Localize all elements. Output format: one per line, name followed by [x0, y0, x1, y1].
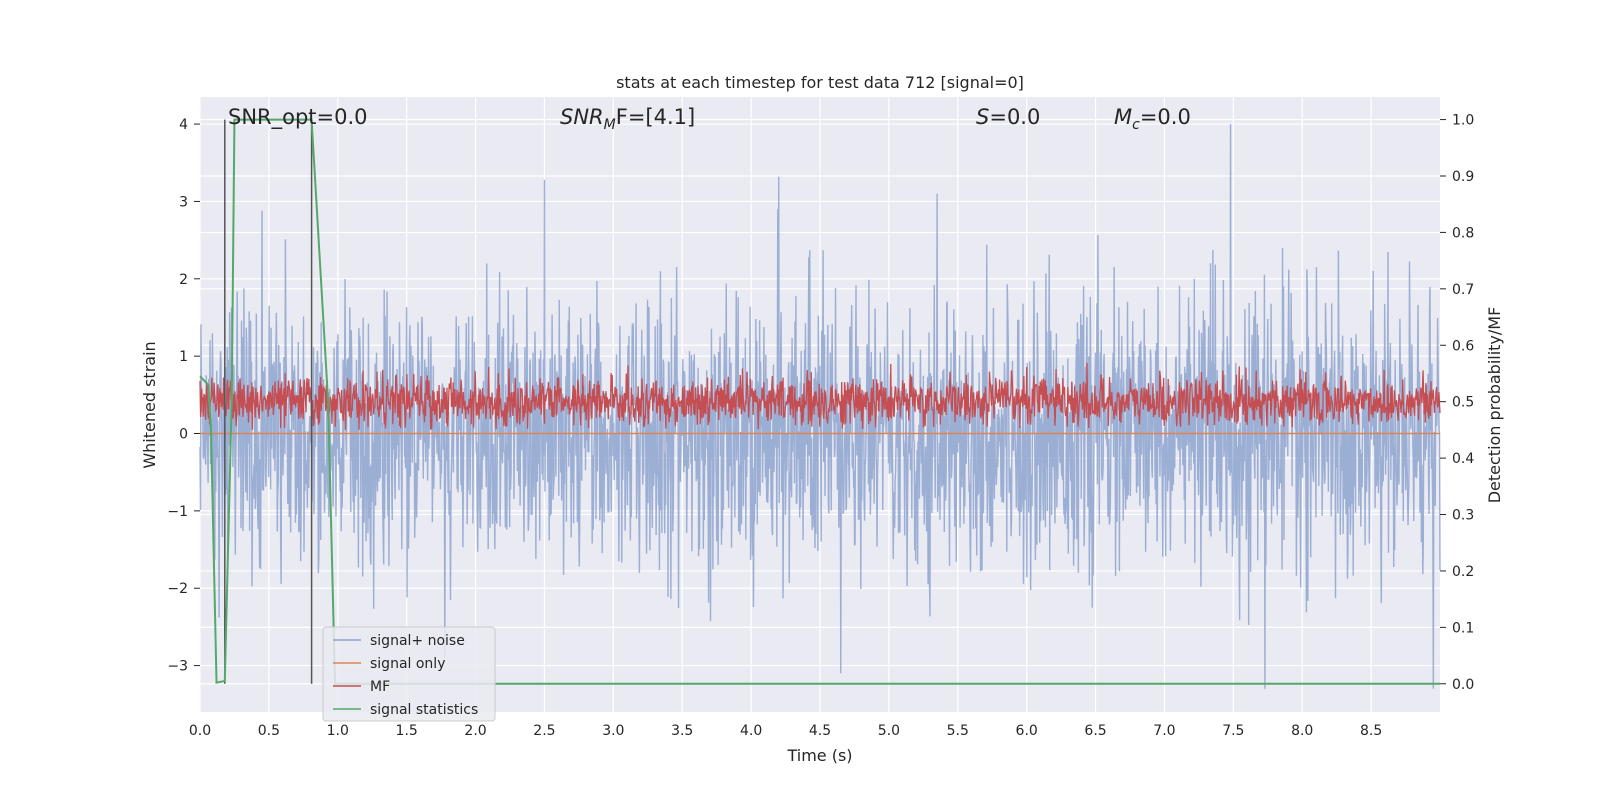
x-tick-label: 8.5 [1360, 723, 1382, 739]
legend-label-mf: MF [370, 679, 390, 695]
yr-tick-label: 0.5 [1452, 395, 1474, 411]
yr-tick-label: 0.6 [1452, 338, 1474, 354]
y-tick-label: 1 [179, 349, 188, 365]
y-tick-label: 4 [179, 117, 188, 133]
legend-label-signal-only: signal only [370, 656, 445, 672]
yr-tick-label: 0.3 [1452, 508, 1474, 524]
x-tick-label: 2.5 [533, 723, 555, 739]
x-tick-label: 6.0 [1016, 723, 1038, 739]
annotation-snr-mf: SNRMF=[4.1] [560, 105, 695, 133]
x-tick-label: 4.0 [740, 723, 762, 739]
x-tick-label: 7.5 [1222, 723, 1244, 739]
x-tick-label: 0.5 [258, 723, 280, 739]
annotation-s: S=0.0 [976, 105, 1040, 129]
x-tick-label: 4.5 [809, 723, 831, 739]
y-tick-label: 0 [179, 427, 188, 443]
y-tick-label: 3 [179, 194, 188, 210]
legend: signal+ noise signal only MF signal stat… [322, 626, 496, 722]
mc-sub: c [1132, 117, 1140, 133]
y-tick-label: −2 [167, 581, 188, 597]
x-tick-label: 1.0 [327, 723, 349, 739]
x-axis-label: Time (s) [786, 746, 852, 765]
x-tick-label: 7.0 [1153, 723, 1175, 739]
x-tick-label: 1.5 [396, 723, 418, 739]
mc-main: M [1114, 105, 1132, 129]
legend-label-signal-noise: signal+ noise [370, 633, 465, 649]
yr-tick-label: 1.0 [1452, 113, 1474, 129]
snr-mf-sub: M [604, 117, 616, 133]
yr-tick-label: 0.8 [1452, 225, 1474, 241]
yr-tick-label: 0.7 [1452, 282, 1474, 298]
x-ticks: 0.0 0.5 1.0 1.5 2.0 2.5 3.0 3.5 4.0 4.5 5.0 5.5 6.0 6… [189, 723, 1382, 739]
snr-mf-tail: F=[4.1] [616, 105, 695, 129]
x-tick-label: 3.0 [602, 723, 624, 739]
yr-tick-label: 0.9 [1452, 169, 1474, 185]
x-tick-label: 6.5 [1084, 723, 1106, 739]
plot-area [199, 118, 1441, 689]
yr-tick-label: 0.0 [1452, 677, 1474, 693]
x-tick-label: 5.5 [947, 723, 969, 739]
legend-box [322, 626, 496, 722]
x-tick-label: 0.0 [189, 723, 211, 739]
y-ticks-right: 1.0 0.9 0.8 0.7 0.6 0.5 0.4 0.3 0.2 0.1 0.0 [1440, 113, 1474, 693]
y-ticks-left: 4 3 2 1 0 −1 −2 −3 [167, 117, 200, 675]
yr-tick-label: 0.2 [1452, 564, 1474, 580]
x-tick-label: 8.0 [1291, 723, 1313, 739]
y-axis-label-left: Whitened strain [140, 341, 159, 468]
chart-title: stats at each timestep for test data 712… [616, 73, 1024, 92]
annotation-snr-opt: SNR_opt=0.0 [228, 105, 368, 130]
y-tick-label: −1 [167, 504, 188, 520]
legend-label-signal-statistics: signal statistics [370, 702, 478, 718]
mc-tail: =0.0 [1140, 105, 1191, 129]
y-tick-label: 2 [179, 272, 188, 288]
y-axis-label-right: Detection probability/MF [1485, 307, 1504, 504]
x-tick-label: 5.0 [878, 723, 900, 739]
annotation-mc: Mc=0.0 [1114, 105, 1191, 133]
s-tail: =0.0 [989, 105, 1040, 129]
yr-tick-label: 0.4 [1452, 451, 1474, 467]
snr-mf-main: SNR [560, 105, 604, 129]
x-tick-label: 2.0 [464, 723, 486, 739]
series-signal-statistics [199, 118, 1440, 685]
y-tick-label: −3 [167, 659, 188, 675]
s-main: S [976, 105, 989, 129]
x-tick-label: 3.5 [671, 723, 693, 739]
series-mf [199, 362, 1441, 430]
yr-tick-label: 0.1 [1452, 620, 1474, 636]
